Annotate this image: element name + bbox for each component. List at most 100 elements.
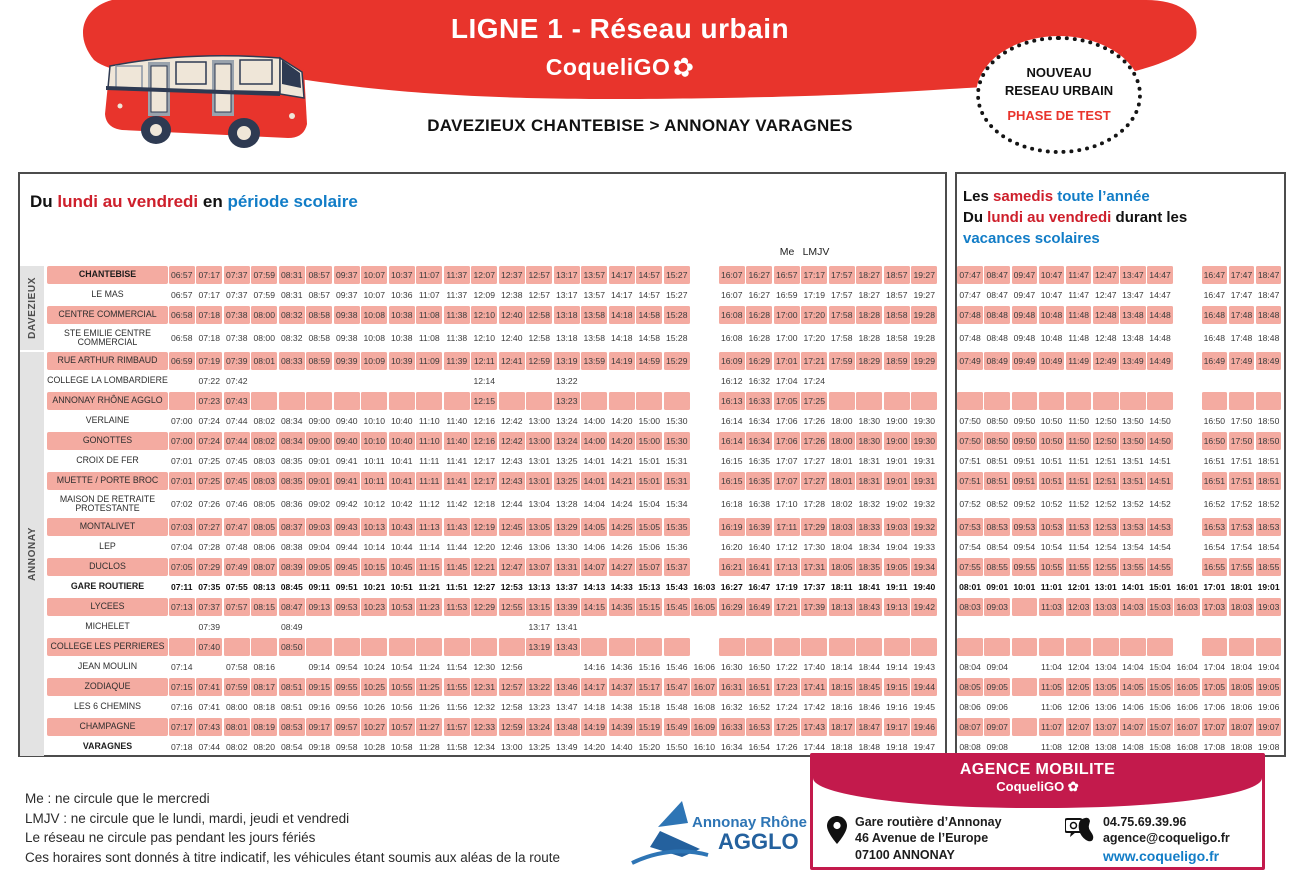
- time-cell: 15:43: [665, 582, 688, 592]
- time-cell: 10:40: [388, 432, 415, 450]
- time-cell: [1228, 392, 1255, 410]
- time-cell: 11:09: [416, 352, 443, 370]
- time-cell: 08:02: [251, 432, 278, 450]
- time-cell: 11:14: [418, 542, 440, 552]
- time-cell: 09:11: [308, 582, 330, 592]
- time-cell: 18:27: [858, 290, 880, 300]
- time-cell: 10:56: [390, 702, 413, 712]
- time-cell: 11:04: [1041, 662, 1062, 672]
- time-cell: 19:01: [883, 472, 910, 490]
- time-cell: 11:10: [416, 432, 443, 450]
- time-cell: 09:00: [306, 432, 333, 450]
- time-cell: 16:41: [746, 558, 773, 576]
- agglo-logo-line2-svg: AGGLO: [718, 829, 799, 854]
- time-cell: 13:51: [1122, 456, 1144, 466]
- time-cell: 08:58: [306, 306, 333, 324]
- badge-line2: RESEAU URBAIN: [1004, 82, 1114, 98]
- time-cell: [251, 392, 278, 410]
- time-cell: 07:47: [223, 518, 250, 536]
- time-cell: 15:31: [665, 456, 688, 466]
- time-cell: 19:45: [913, 702, 935, 712]
- time-cell: 10:39: [388, 352, 415, 370]
- time-cell: [168, 638, 195, 656]
- time-cell: 09:41: [333, 472, 360, 490]
- time-cell: 08:02: [253, 416, 275, 426]
- time-cell: 16:32: [748, 376, 770, 386]
- time-cell: 10:44: [390, 542, 413, 552]
- phone-email-icon: [1064, 817, 1094, 842]
- time-cell: 09:06: [986, 702, 1008, 712]
- time-cell: 13:17: [553, 266, 580, 284]
- time-cell: 19:04: [1257, 662, 1280, 672]
- time-cell: 10:08: [363, 333, 385, 343]
- time-cell: 15:45: [663, 598, 690, 616]
- time-cell: 19:05: [883, 558, 910, 576]
- time-cell: [883, 638, 910, 656]
- time-cell: 14:27: [608, 558, 635, 576]
- bus-illustration: [105, 53, 307, 148]
- time-cell: 14:51: [1147, 472, 1173, 490]
- time-cell: 16:34: [746, 432, 773, 450]
- time-cell: 18:43: [856, 598, 883, 616]
- time-cell: 18:47: [1255, 266, 1282, 284]
- time-cell: 10:41: [390, 456, 413, 466]
- time-cell: 10:50: [1038, 432, 1065, 450]
- time-cell: 18:01: [1230, 582, 1253, 592]
- time-cell: 16:49: [746, 598, 773, 616]
- time-cell: 10:43: [388, 518, 415, 536]
- time-cell: 16:13: [718, 392, 745, 410]
- time-cell: 11:58: [446, 742, 468, 752]
- time-cell: 16:47: [748, 582, 771, 592]
- time-cell: 09:15: [306, 678, 333, 696]
- time-cell: 17:19: [803, 290, 825, 300]
- time-cell: 17:25: [773, 718, 800, 736]
- time-cell: 18:32: [858, 499, 880, 509]
- time-cell: 12:42: [498, 432, 525, 450]
- time-cell: [883, 392, 910, 410]
- time-cell: 16:31: [718, 678, 745, 696]
- time-cell: 19:44: [911, 678, 938, 696]
- time-cell: 08:01: [251, 352, 278, 370]
- time-cell: 15:50: [665, 742, 688, 752]
- time-cell: 07:53: [957, 518, 983, 536]
- time-cell: 13:50: [1120, 432, 1146, 450]
- time-cell: 10:52: [1040, 499, 1063, 509]
- time-cell: 10:10: [361, 432, 388, 450]
- time-cell: 09:17: [306, 718, 333, 736]
- time-cell: 09:48: [1013, 333, 1036, 343]
- time-cell: 11:08: [418, 333, 440, 343]
- time-cell: 08:31: [280, 290, 303, 300]
- time-cell: [581, 638, 608, 656]
- time-cell: 12:40: [500, 333, 523, 343]
- time-cell: 12:51: [1095, 456, 1117, 466]
- time-cell: [443, 392, 470, 410]
- time-cell: 15:47: [663, 678, 690, 696]
- time-cell: 08:08: [959, 742, 981, 752]
- weekday-panel-title: Du lundi au vendredi en période scolaire: [30, 192, 358, 211]
- time-cell: [443, 638, 470, 656]
- time-cell: 17:01: [1203, 582, 1226, 592]
- time-cell: 18:04: [1230, 662, 1253, 672]
- time-cell: 12:30: [473, 662, 495, 672]
- time-cell: 19:31: [911, 472, 938, 490]
- time-cell: 15:17: [636, 678, 663, 696]
- footnote-lmjv: LMJV : ne circule que le lundi, mardi, j…: [25, 810, 350, 826]
- time-cell: 18:31: [858, 456, 880, 466]
- time-cell: 17:58: [830, 333, 853, 343]
- time-cell: 07:35: [198, 582, 221, 592]
- time-cell: 14:00: [583, 416, 605, 426]
- time-cell: 08:47: [984, 266, 1010, 284]
- time-cell: 14:17: [581, 678, 608, 696]
- time-cell: 11:07: [416, 266, 443, 284]
- time-cell: 10:55: [388, 678, 415, 696]
- time-cell: 18:50: [1255, 432, 1282, 450]
- time-cell: 14:35: [608, 598, 635, 616]
- time-cell: [608, 638, 635, 656]
- time-cell: 08:50: [278, 638, 305, 656]
- time-cell: 06:58: [168, 306, 195, 324]
- time-cell: 18:04: [830, 542, 853, 552]
- time-cell: 17:00: [775, 333, 798, 343]
- agency-address-line2: 46 Avenue de l’Europe: [855, 831, 989, 846]
- time-cell: 13:57: [583, 290, 605, 300]
- time-cell: 09:16: [308, 702, 330, 712]
